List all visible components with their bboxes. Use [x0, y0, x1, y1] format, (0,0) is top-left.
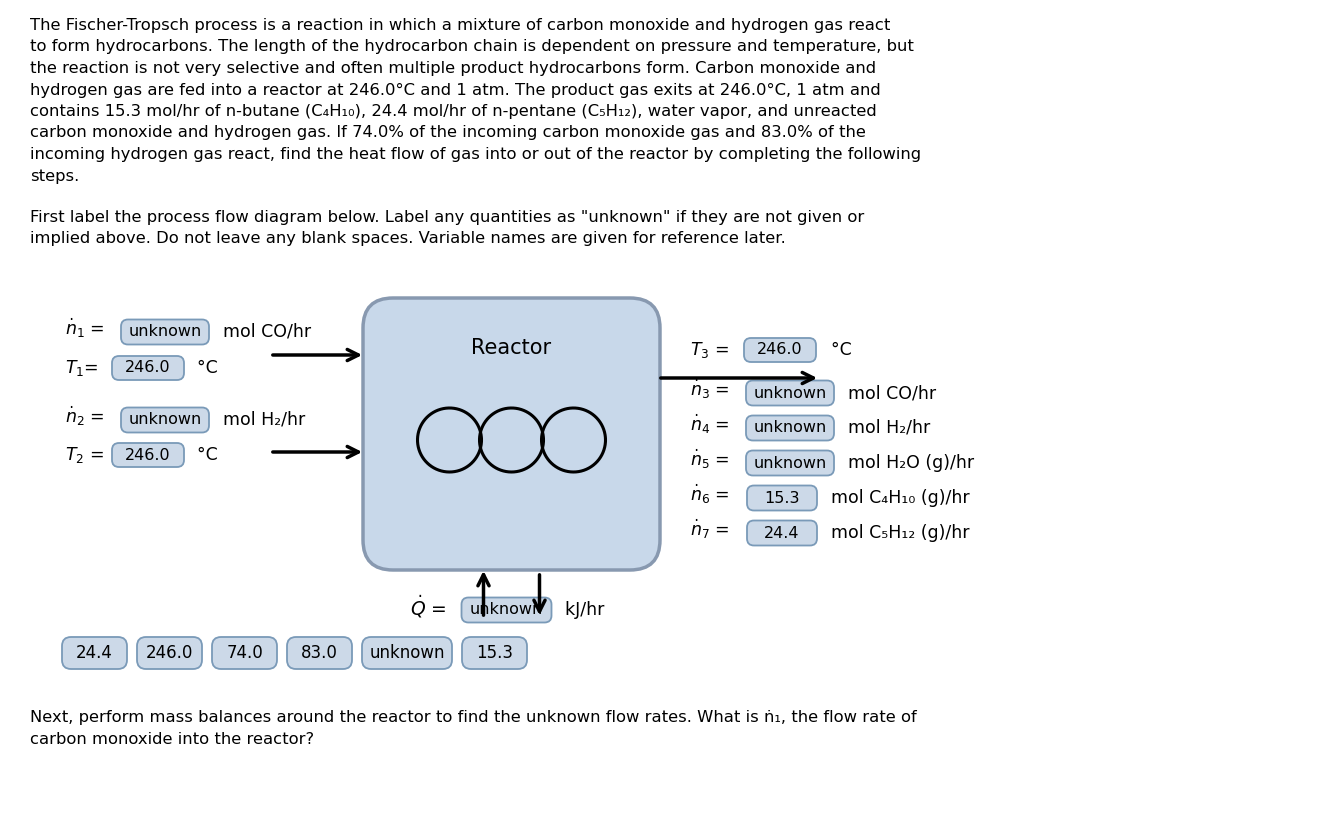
- Text: °C: °C: [186, 359, 217, 377]
- FancyBboxPatch shape: [287, 637, 352, 669]
- FancyBboxPatch shape: [112, 443, 185, 467]
- Text: $\dot{Q}$ =: $\dot{Q}$ =: [410, 593, 447, 621]
- Text: The Fischer-Tropsch process is a reaction in which a mixture of carbon monoxide : The Fischer-Tropsch process is a reactio…: [30, 18, 891, 33]
- FancyBboxPatch shape: [212, 637, 277, 669]
- Text: $\dot{n}_7$ =: $\dot{n}_7$ =: [691, 517, 730, 541]
- FancyBboxPatch shape: [362, 637, 452, 669]
- FancyBboxPatch shape: [743, 338, 816, 362]
- FancyBboxPatch shape: [137, 637, 202, 669]
- Text: mol CO/hr: mol CO/hr: [212, 323, 311, 341]
- Text: mol H₂O (g)/hr: mol H₂O (g)/hr: [837, 454, 974, 472]
- Text: implied above. Do not leave any blank spaces. Variable names are given for refer: implied above. Do not leave any blank sp…: [30, 232, 786, 247]
- Text: $\dot{n}_5$ =: $\dot{n}_5$ =: [691, 447, 730, 471]
- Text: First label the process flow diagram below. Label any quantities as "unknown" if: First label the process flow diagram bel…: [30, 210, 865, 225]
- Text: 246.0: 246.0: [757, 343, 803, 358]
- Text: 24.4: 24.4: [764, 525, 800, 541]
- Text: unknown: unknown: [128, 325, 202, 339]
- Text: 15.3: 15.3: [764, 491, 800, 506]
- Text: unknown: unknown: [369, 644, 444, 662]
- FancyBboxPatch shape: [461, 598, 551, 622]
- Text: mol C₅H₁₂ (g)/hr: mol C₅H₁₂ (g)/hr: [820, 524, 970, 542]
- Text: $T_3$ =: $T_3$ =: [691, 340, 729, 360]
- Text: 83.0: 83.0: [301, 644, 337, 662]
- Text: carbon monoxide into the reactor?: carbon monoxide into the reactor?: [30, 732, 314, 747]
- FancyBboxPatch shape: [62, 637, 127, 669]
- Text: unknown: unknown: [471, 603, 543, 617]
- Text: kJ/hr: kJ/hr: [554, 601, 604, 619]
- FancyBboxPatch shape: [121, 320, 210, 344]
- Text: incoming hydrogen gas react, find the heat flow of gas into or out of the reacto: incoming hydrogen gas react, find the he…: [30, 147, 921, 162]
- Text: 15.3: 15.3: [476, 644, 513, 662]
- Text: carbon monoxide and hydrogen gas. If 74.0% of the incoming carbon monoxide gas a: carbon monoxide and hydrogen gas. If 74.…: [30, 126, 866, 141]
- Text: to form hydrocarbons. The length of the hydrocarbon chain is dependent on pressu: to form hydrocarbons. The length of the …: [30, 39, 913, 54]
- FancyBboxPatch shape: [747, 520, 817, 546]
- Text: $\dot{n}_2$ =: $\dot{n}_2$ =: [65, 404, 104, 427]
- Text: $T_2$ =: $T_2$ =: [65, 445, 104, 465]
- FancyBboxPatch shape: [463, 637, 527, 669]
- Text: $T_1$=: $T_1$=: [65, 358, 99, 378]
- Text: mol H₂/hr: mol H₂/hr: [837, 419, 931, 437]
- Text: 24.4: 24.4: [76, 644, 113, 662]
- Text: Reactor: Reactor: [472, 338, 551, 358]
- Text: 246.0: 246.0: [125, 447, 171, 463]
- Text: °C: °C: [186, 446, 217, 464]
- Text: unknown: unknown: [754, 386, 826, 400]
- Text: 246.0: 246.0: [125, 361, 171, 376]
- FancyBboxPatch shape: [121, 408, 210, 432]
- Text: 246.0: 246.0: [146, 644, 194, 662]
- Text: unknown: unknown: [754, 455, 826, 470]
- Text: Next, perform mass balances around the reactor to find the unknown flow rates. W: Next, perform mass balances around the r…: [30, 710, 917, 725]
- FancyBboxPatch shape: [746, 381, 834, 405]
- Text: unknown: unknown: [128, 413, 202, 427]
- Text: $\dot{n}_1$ =: $\dot{n}_1$ =: [65, 316, 104, 339]
- Text: $\dot{n}_6$ =: $\dot{n}_6$ =: [691, 483, 730, 506]
- FancyBboxPatch shape: [746, 450, 834, 475]
- Text: unknown: unknown: [754, 421, 826, 436]
- Text: contains 15.3 mol/hr of n-butane (C₄H₁₀), 24.4 mol/hr of n-pentane (C₅H₁₂), wate: contains 15.3 mol/hr of n-butane (C₄H₁₀)…: [30, 104, 876, 119]
- FancyBboxPatch shape: [746, 415, 834, 441]
- Text: °C: °C: [820, 341, 851, 359]
- Text: mol CO/hr: mol CO/hr: [837, 384, 936, 402]
- FancyBboxPatch shape: [362, 298, 660, 570]
- Text: mol H₂/hr: mol H₂/hr: [212, 411, 306, 429]
- Text: $\dot{n}_4$ =: $\dot{n}_4$ =: [691, 413, 730, 436]
- Text: 74.0: 74.0: [227, 644, 262, 662]
- Text: $\dot{n}_3$ =: $\dot{n}_3$ =: [691, 377, 730, 400]
- Text: mol C₄H₁₀ (g)/hr: mol C₄H₁₀ (g)/hr: [820, 489, 970, 507]
- Text: hydrogen gas are fed into a reactor at 246.0°C and 1 atm. The product gas exits : hydrogen gas are fed into a reactor at 2…: [30, 82, 880, 98]
- Text: steps.: steps.: [30, 169, 79, 183]
- FancyBboxPatch shape: [112, 356, 185, 380]
- Text: the reaction is not very selective and often multiple product hydrocarbons form.: the reaction is not very selective and o…: [30, 61, 876, 76]
- FancyBboxPatch shape: [747, 486, 817, 510]
